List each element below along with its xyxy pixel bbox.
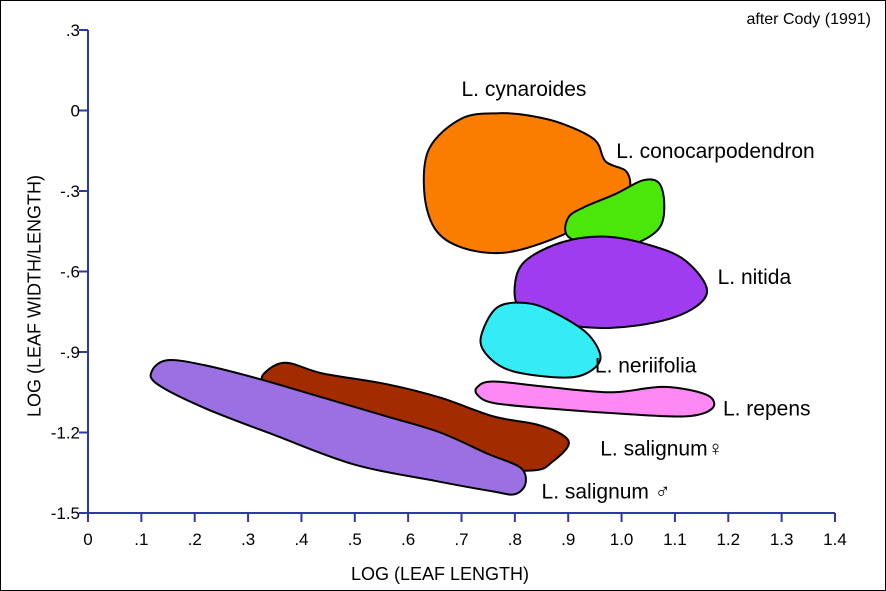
species-region-l-repens [474,380,716,418]
species-label-l-conocarpodendron: L. conocarpodendron [616,140,815,163]
x-tick-label: 1.3 [770,530,794,549]
y-tick-label: -1.2 [51,424,80,443]
x-tick-label: 1.4 [823,530,847,549]
x-tick-label: .6 [401,530,415,549]
species-label-l-salignum: L. salignum♀ [600,438,723,461]
x-tick-label: .3 [241,530,255,549]
species-label-l-neriifolia: L. neriifolia [595,354,697,377]
x-tick-label: .9 [561,530,575,549]
species-label-l-repens: L. repens [723,397,811,420]
x-tick-label: .2 [188,530,202,549]
y-tick-label: -.6 [60,263,80,282]
species-label-l-nitida: L. nitida [718,266,792,289]
y-tick-label: -1.5 [51,504,80,523]
x-tick-label: .5 [348,530,362,549]
y-axis-label: LOG (LEAF WIDTH/LENGTH) [24,174,45,418]
x-tick-label: 1.2 [716,530,740,549]
x-tick-label: .7 [454,530,468,549]
x-tick-label: 1.0 [610,530,634,549]
x-axis-label: LOG (LEAF LENGTH) [351,564,530,584]
x-tick-label: .4 [294,530,308,549]
y-tick-label: .3 [66,21,80,40]
y-tick-label: 0 [71,102,80,121]
attribution-note: after Cody (1991) [746,11,871,28]
x-tick-label: .8 [508,530,522,549]
y-tick-label: -.9 [60,343,80,362]
species-label-l-salignum: L. salignum ♂ [542,481,671,504]
x-tick-label: 0 [83,530,92,549]
x-tick-label: .1 [134,530,148,549]
species-region-l-salignum [149,358,527,496]
y-tick-label: -.3 [60,182,80,201]
species-region-l-neriifolia [479,301,602,379]
species-label-l-cynaroides: L. cynaroides [462,78,587,101]
x-tick-label: 1.1 [663,530,687,549]
